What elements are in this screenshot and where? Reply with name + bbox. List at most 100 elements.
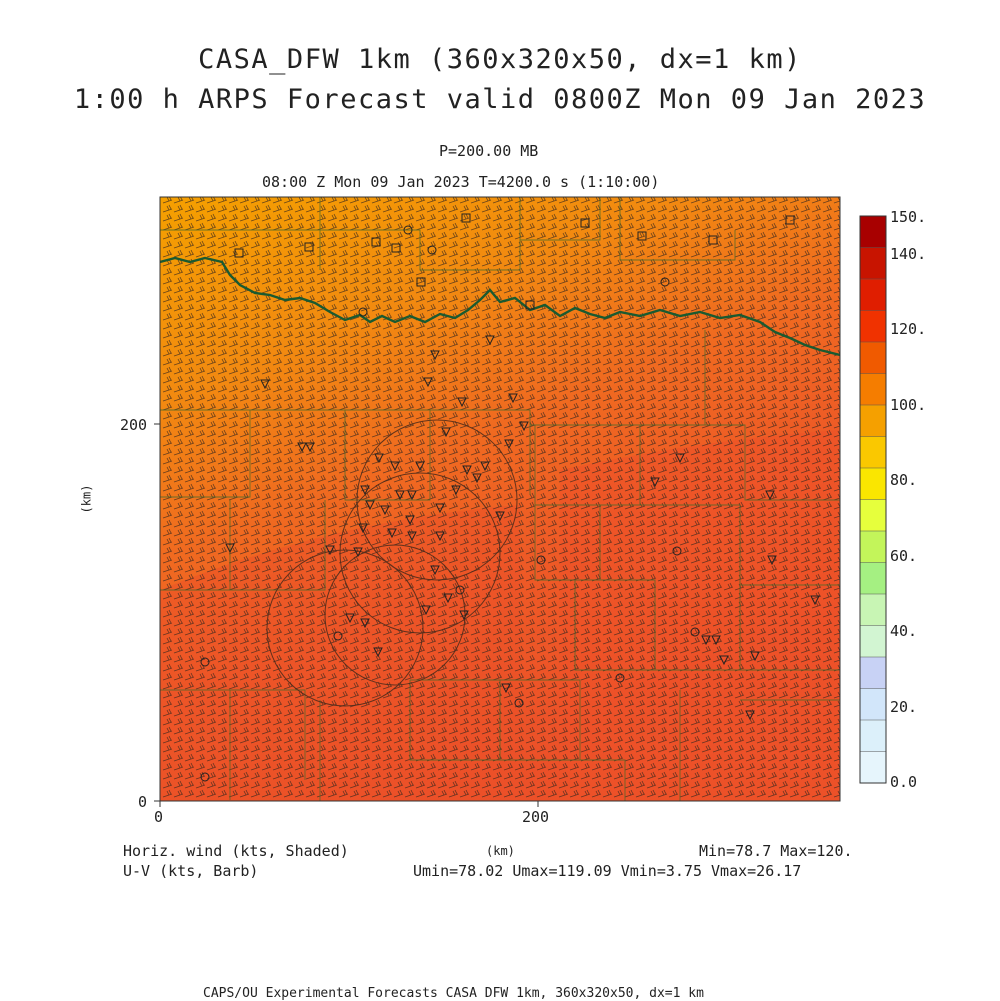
colorbar-segment <box>860 720 886 752</box>
station-triangle <box>765 490 775 501</box>
colorbar-segment <box>860 310 886 343</box>
colorbar <box>860 216 886 784</box>
station-square <box>461 213 471 223</box>
colorbar-label-100: 100. <box>890 396 927 414</box>
plot-frame <box>159 196 841 802</box>
uv-stats: Umin=78.02 Umax=119.09 Vmin=3.75 Vmax=26… <box>413 862 802 880</box>
station-triangle <box>441 427 451 438</box>
station-square <box>416 277 426 287</box>
station-markers <box>200 213 820 782</box>
y-axis-label: (km) <box>79 484 94 514</box>
county-boundaries <box>160 197 840 801</box>
station-square <box>580 218 590 228</box>
wind-barb-glyphs <box>162 197 840 798</box>
colorbar-segment <box>860 625 886 658</box>
colorbar-segment <box>860 531 886 563</box>
station-triangle <box>472 473 482 484</box>
station-triangle <box>701 635 711 646</box>
station-triangle <box>260 379 270 390</box>
station-triangle <box>719 655 729 666</box>
colorbar-segment <box>860 657 886 689</box>
colorbar-segment <box>860 373 886 406</box>
station-circle <box>427 245 437 255</box>
station-triangle <box>225 543 235 554</box>
station-triangle <box>360 618 370 629</box>
station-triangle <box>435 531 445 542</box>
min-max-stats: Min=78.7 Max=120. <box>699 842 853 860</box>
station-triangle <box>407 490 417 501</box>
station-triangle <box>745 710 755 721</box>
pressure-level: P=200.00 MB <box>439 142 539 160</box>
colorbar-label-140: 140. <box>890 245 927 263</box>
colorbar-label-20: 20. <box>890 698 918 716</box>
colorbar-segment <box>860 594 886 626</box>
station-square <box>525 300 535 310</box>
colorbar-label-0: 0.0 <box>890 773 918 791</box>
legend-shaded: Horiz. wind (kts, Shaded) <box>123 842 349 860</box>
station-square <box>708 235 718 245</box>
colorbar-label-150: 150. <box>890 208 927 226</box>
station-triangle <box>480 461 490 472</box>
station-triangle <box>504 439 514 450</box>
station-square <box>304 242 314 252</box>
station-triangle <box>435 503 445 514</box>
station-triangle <box>360 485 370 496</box>
station-triangle <box>345 613 355 624</box>
station-triangle <box>421 605 431 616</box>
station-triangle <box>325 545 335 556</box>
station-circle <box>660 277 670 287</box>
colorbar-segment <box>860 405 886 437</box>
station-triangle <box>395 490 405 501</box>
station-circle <box>358 307 368 317</box>
station-circle <box>615 673 625 683</box>
station-square <box>391 243 401 253</box>
station-square <box>234 248 244 258</box>
colorbar-label-60: 60. <box>890 547 918 565</box>
y-tick-0: 0 <box>138 793 148 811</box>
station-triangle <box>459 610 469 621</box>
station-triangle <box>365 500 375 511</box>
station-circle <box>333 631 343 641</box>
axis-ticks <box>154 423 539 807</box>
station-triangle <box>767 555 777 566</box>
x-tick-0: 0 <box>154 808 164 826</box>
colorbar-segment <box>860 216 886 248</box>
station-circle <box>514 698 524 708</box>
station-triangle <box>508 393 518 404</box>
station-triangle <box>380 505 390 516</box>
station-triangle <box>374 453 384 464</box>
station-circle <box>200 772 210 782</box>
plot-title-line1: CASA_DFW 1km (360x320x50, dx=1 km) <box>198 44 802 75</box>
station-triangle <box>650 477 660 488</box>
station-triangle <box>297 442 307 453</box>
station-triangle <box>457 397 467 408</box>
x-tick-200: 200 <box>522 808 550 826</box>
wind-speed-shading <box>160 197 840 801</box>
station-triangle <box>305 442 315 453</box>
state-border <box>160 256 840 357</box>
station-triangle <box>495 511 505 522</box>
station-circle <box>672 546 682 556</box>
station-triangle <box>373 647 383 658</box>
colorbar-label-80: 80. <box>890 471 918 489</box>
footer-credit: CAPS/OU Experimental Forecasts CASA DFW … <box>203 986 704 1001</box>
plot-title-line2: 1:00 h ARPS Forecast valid 0800Z Mon 09 … <box>73 84 927 115</box>
station-triangle <box>430 350 440 361</box>
colorbar-segment <box>860 436 886 469</box>
station-triangle <box>358 523 368 534</box>
station-triangle <box>451 485 461 496</box>
station-triangle <box>675 453 685 464</box>
station-triangle <box>423 377 433 388</box>
colorbar-frame <box>859 215 887 784</box>
colorbar-label-120: 120. <box>890 320 927 338</box>
colorbar-segment <box>860 499 886 532</box>
station-square <box>371 237 381 247</box>
station-triangle <box>407 531 417 542</box>
station-triangle <box>353 547 363 558</box>
station-triangle <box>430 565 440 576</box>
station-triangle <box>485 335 495 346</box>
station-triangle <box>462 465 472 476</box>
station-circle <box>200 657 210 667</box>
colorbar-segment <box>860 562 886 595</box>
